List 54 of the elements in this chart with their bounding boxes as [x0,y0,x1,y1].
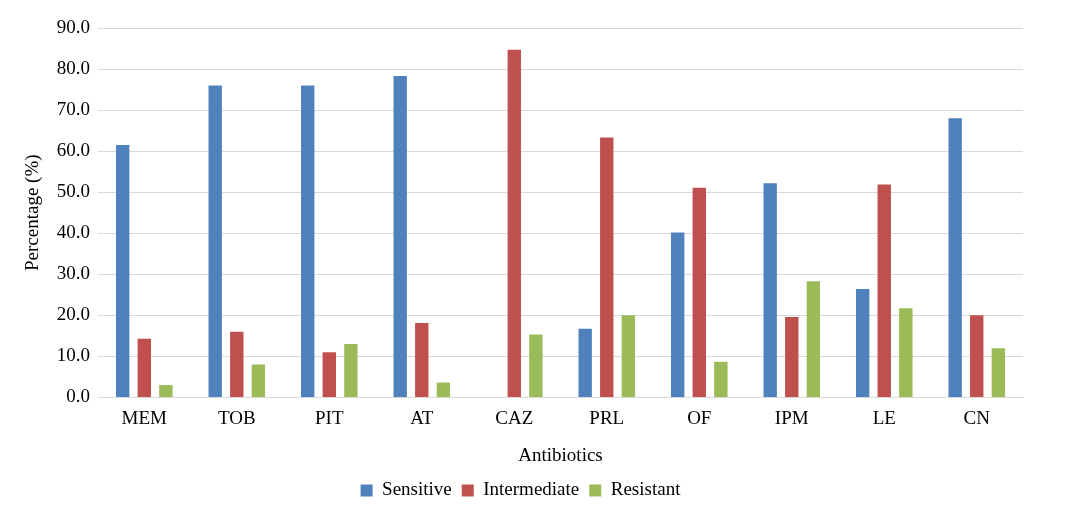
bar [116,144,130,397]
bar [877,184,891,397]
x-tick-label: IPM [774,406,809,428]
bar [970,315,984,397]
y-tick-label: 70.0 [56,98,91,120]
x-tick-label: OF [687,406,712,428]
bar [251,364,266,397]
bar [763,183,777,397]
bar [671,232,685,397]
x-tick-label: PRL [589,406,625,428]
bar [393,76,407,397]
bar [137,338,151,397]
bar [322,352,336,397]
x-tick-label: AT [410,406,434,428]
bar [159,385,173,397]
y-tick-label: 0.0 [66,385,91,407]
x-tick-label: CN [963,406,991,428]
x-tick-label: LE [872,406,896,428]
bar [208,85,222,397]
bar [806,281,821,397]
y-tick-label: 20.0 [56,303,91,325]
x-tick-label: CAZ [495,406,534,428]
y-tick-label: 30.0 [56,262,91,284]
x-tick-label: TOB [217,406,256,428]
y-axis-title: Percentage (%) [21,154,44,271]
y-tick-label: 40.0 [56,221,91,243]
bar [507,49,521,397]
bar [621,315,636,397]
legend-label: Sensitive [382,478,452,500]
bar [855,289,870,397]
bar [991,348,1006,397]
y-tick-label: 80.0 [56,57,91,79]
bar [436,382,451,397]
bar [948,118,962,397]
bar [600,137,614,397]
bar [899,308,913,397]
y-tick-label: 60.0 [56,139,91,161]
bar [692,187,706,397]
bar [529,334,543,397]
bar [344,344,358,397]
bar [230,331,244,397]
bar [714,361,728,397]
bar [578,328,592,397]
legend-label: Resistant [610,478,682,500]
bar [415,323,429,397]
bar [785,316,799,397]
y-tick-label: 10.0 [56,344,91,366]
legend-label: Intermediate [483,478,580,500]
x-tick-label: PIT [315,406,344,428]
y-tick-label: 50.0 [56,180,91,202]
x-axis-title: Antibiotics [518,443,603,465]
y-tick-label: 90.0 [56,15,91,37]
x-tick-label: MEM [121,406,168,428]
bar [301,85,315,397]
